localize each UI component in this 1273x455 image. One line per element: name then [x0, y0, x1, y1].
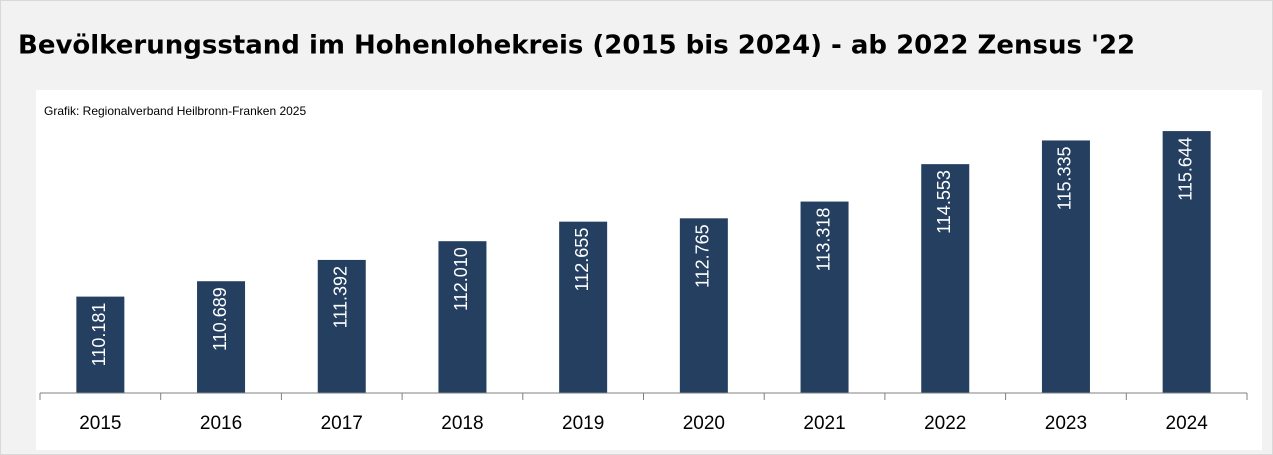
- value-label: 115.335: [1055, 146, 1075, 210]
- value-label: 114.553: [934, 170, 954, 234]
- x-tick-label: 2019: [562, 413, 604, 434]
- x-tick-label: 2021: [803, 413, 845, 434]
- x-tick-label: 2017: [321, 413, 363, 434]
- x-tick-label: 2020: [683, 413, 725, 434]
- bar: [438, 241, 487, 393]
- bar: [1162, 131, 1211, 394]
- bar: [1041, 140, 1090, 393]
- value-label: 115.644: [1175, 137, 1195, 201]
- value-label: 111.392: [331, 266, 351, 328]
- bar: [317, 259, 366, 393]
- value-label: 110.181: [89, 303, 109, 367]
- bar: [76, 296, 125, 393]
- bar: [197, 281, 246, 393]
- chart-title: Bevölkerungsstand im Hohenlohekreis (201…: [18, 31, 1135, 61]
- value-label: 112.655: [572, 228, 592, 292]
- value-label: 113.318: [813, 208, 833, 272]
- source: Grafik: Regionalverband Heilbronn-Franke…: [44, 104, 306, 118]
- value-label: 112.765: [693, 224, 713, 288]
- value-label: 110.689: [210, 287, 230, 351]
- bar: [921, 164, 970, 393]
- x-tick-label: 2023: [1045, 413, 1087, 434]
- bar: [800, 201, 849, 393]
- bar: [559, 221, 608, 393]
- x-tick-label: 2016: [200, 413, 242, 434]
- x-tick-label: 2015: [79, 413, 121, 434]
- x-tick-label: 2024: [1166, 413, 1209, 434]
- value-label: 112.010: [451, 247, 471, 311]
- x-tick-label: 2018: [441, 413, 483, 434]
- bar: [679, 218, 728, 393]
- x-tick-label: 2022: [924, 413, 966, 434]
